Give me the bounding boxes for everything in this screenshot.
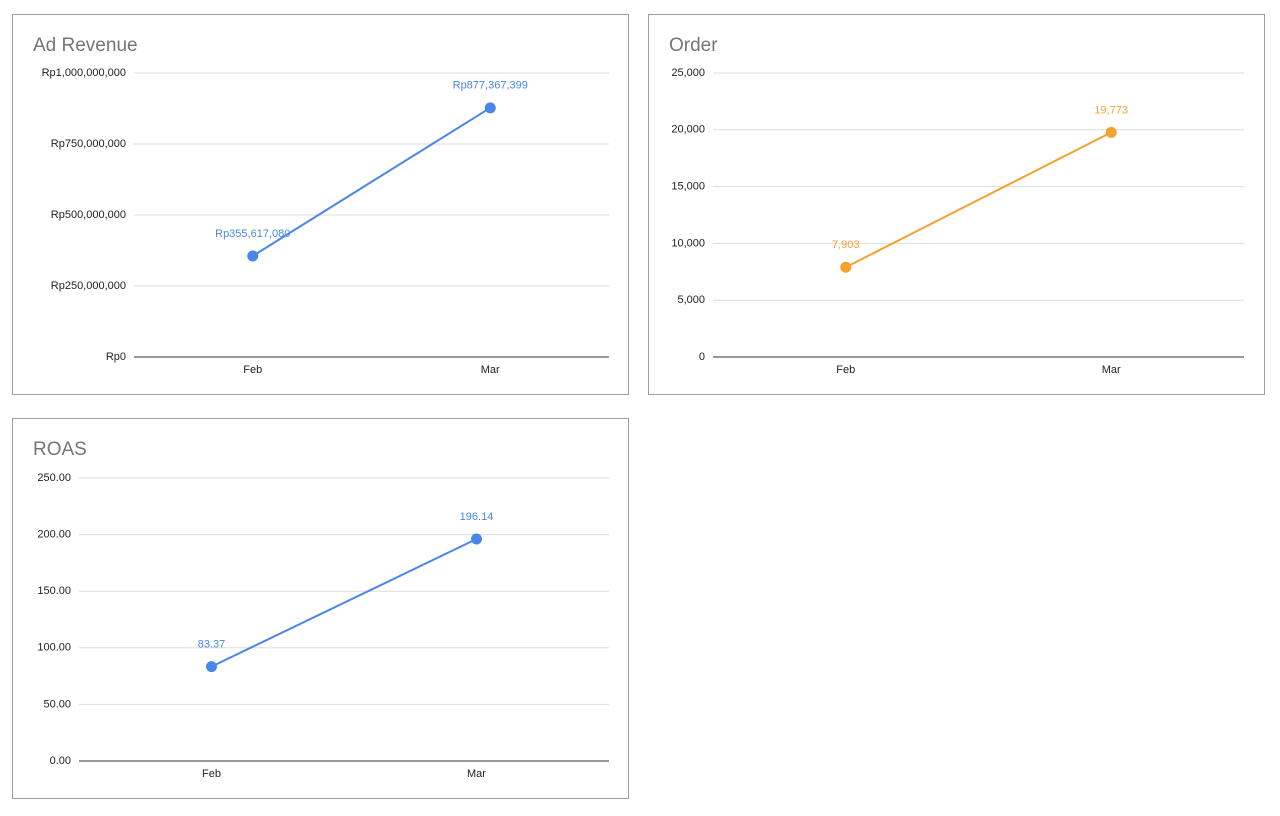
data-point (484, 102, 496, 114)
x-tick-label: Mar (481, 364, 500, 376)
y-tick-label: Rp500,000,000 (51, 209, 126, 221)
data-label: 196.14 (460, 511, 494, 523)
y-tick-label: 20,000 (671, 124, 705, 136)
y-tick-label: Rp750,000,000 (51, 138, 126, 150)
x-tick-label: Feb (202, 768, 221, 780)
y-tick-label: 250.00 (37, 472, 71, 484)
y-tick-label: Rp250,000,000 (51, 280, 126, 292)
chart-title: ROAS (33, 439, 87, 460)
y-tick-label: 15,000 (671, 181, 705, 193)
x-tick-label: Feb (836, 364, 855, 376)
x-tick-label: Mar (467, 768, 486, 780)
y-tick-label: 200.00 (37, 529, 71, 541)
data-label: Rp877,367,399 (453, 80, 528, 92)
y-tick-label: 0 (699, 351, 705, 363)
chart-title: Order (669, 35, 718, 56)
chart-panel: Order 0 5,000 10,000 15,000 20,000 25,000 Feb Ma… (648, 14, 1265, 395)
x-tick-label: Mar (1102, 364, 1121, 376)
y-tick-label: 10,000 (671, 237, 705, 249)
y-tick-label: 50.00 (43, 698, 71, 710)
y-tick-label: 0.00 (50, 755, 71, 767)
y-tick-label: 150.00 (37, 585, 71, 597)
data-label: 7,903 (832, 239, 860, 251)
data-point (471, 533, 482, 545)
data-label: Rp355,617,080 (215, 228, 290, 240)
data-point (1105, 126, 1117, 138)
data-point (247, 250, 259, 262)
data-label: 19,773 (1094, 104, 1128, 116)
series-line (845, 131, 1112, 269)
y-tick-label: Rp1,000,000,000 (42, 67, 126, 79)
y-tick-label: 100.00 (37, 642, 71, 654)
y-tick-label: Rp0 (106, 351, 126, 363)
y-tick-label: 5,000 (677, 294, 705, 306)
x-tick-label: Feb (243, 364, 262, 376)
chart-title: Ad Revenue (33, 35, 138, 56)
data-point (206, 661, 217, 673)
chart-panel: ROAS 0.00 50.00 100.00 150.00 200.00 250.00 Feb… (12, 418, 629, 799)
series-line (252, 106, 491, 257)
series-line (211, 538, 477, 668)
data-label: 83.37 (198, 639, 226, 651)
data-point (840, 261, 852, 273)
y-tick-label: 25,000 (671, 67, 705, 79)
chart-panel: Ad Revenue Rp0 Rp250,000,000 Rp500,000,000 R… (12, 14, 629, 395)
